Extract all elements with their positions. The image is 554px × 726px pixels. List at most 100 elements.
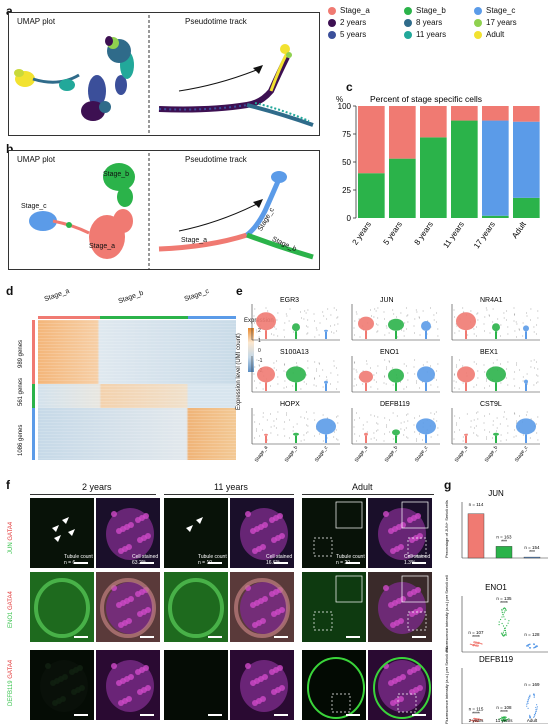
scatter-point (508, 718, 510, 720)
tubule-count-value: n = 6 (64, 560, 76, 566)
chart-c-bar-segment (389, 106, 416, 159)
panel-a: UMAP plot Pseudotime track (8, 12, 320, 136)
channel-label-row-1: JUN GATA4 (8, 521, 14, 554)
scatter-point (498, 718, 500, 720)
cell-stained-value: 63.2% (132, 560, 147, 566)
scatter-point (536, 645, 538, 647)
jun-bar (495, 546, 513, 559)
scatter-point (481, 643, 483, 645)
g-xtick-label: 2 years (469, 718, 485, 723)
scatter-point (500, 718, 502, 720)
cell-stained-label: Cell stained (132, 554, 159, 560)
violin-shape (492, 323, 500, 332)
violin-plot-s100a13: S100A13 (251, 349, 340, 393)
violin-xtick: Stage_b (384, 445, 400, 464)
violin-gene-label: CST9L (480, 401, 502, 408)
g-xtick-label: 11 years (496, 718, 514, 723)
jun-ylabel: Percentage of JUN+ Sertoli cells (444, 500, 449, 558)
chart-c-bar-segment (451, 106, 478, 121)
scatter-point (535, 709, 537, 711)
violin-shape (421, 321, 431, 331)
violin-shape (364, 432, 368, 436)
micrograph-tile: Cell stained 1.3% (368, 498, 432, 568)
chart-c-bar-segment (420, 137, 447, 218)
violin-gene-label: BEX1 (480, 349, 498, 356)
legend-swatch (404, 6, 412, 15)
scatter-point (503, 629, 505, 631)
violin-xtick: Stage_b (484, 445, 500, 464)
umap-label-stage-b: Stage_b (103, 171, 130, 178)
colorbar (248, 328, 254, 372)
legend-item: Stage_b (404, 6, 474, 15)
scatter-point (533, 716, 535, 718)
violin-plot-nr4a1: NR4A1 (451, 297, 540, 341)
legend-item: Stage_c (474, 6, 544, 15)
scatter-point (501, 718, 503, 720)
scatter-ylabel: Fluorescence intensity (a.u.) per Sertol… (444, 575, 449, 652)
scatter-point (500, 618, 502, 621)
track-age (158, 44, 314, 127)
chart-c-xtick-label: 11 years (441, 220, 466, 250)
chart-c-xtick-label: 2 years (351, 220, 373, 247)
scatter-point (501, 610, 503, 612)
scatter-point (501, 622, 503, 625)
scatter-point (501, 608, 503, 611)
violin-shape (457, 366, 475, 383)
violin-plot-jun: JUN (351, 297, 440, 341)
scatter-point (504, 718, 506, 720)
chart-c-bar-segment (358, 173, 385, 218)
violin-xtick: Stage_a (454, 445, 470, 464)
panel-a-umap-title: UMAP plot (17, 17, 56, 26)
cell-stained-label: Cell stained (266, 554, 293, 560)
scatter-point (480, 719, 482, 721)
scatter-point (477, 719, 479, 721)
scatter-n-label: n = 115 (469, 707, 484, 712)
scatter-point (526, 705, 528, 707)
violin-gene-label: JUN (380, 297, 394, 304)
legend-swatch (328, 18, 336, 27)
scatter-point (501, 716, 503, 718)
violin-shape (486, 366, 506, 383)
scatter-stars: **** (500, 601, 508, 607)
legend-label: 8 years (416, 18, 443, 27)
scatter-point (477, 643, 479, 645)
chart-c-ytick-label: 0 (347, 214, 352, 223)
violin-plot-defb119: DEFB119 Stage_a Stage_b Stage_c (351, 401, 440, 464)
legend-item: 5 years (328, 30, 404, 39)
chart-c-bar-segment (482, 106, 509, 121)
heatmap-rowbar-a (32, 320, 35, 384)
micrograph-tile (164, 572, 228, 642)
scatter-point (533, 643, 535, 646)
legend-item: Adult (474, 30, 544, 39)
umap-age-clusters (14, 36, 134, 121)
micrograph-tile: Tubule count n = 10 (164, 498, 228, 568)
scatter-point (475, 643, 477, 645)
panel-e-label: e (236, 284, 243, 298)
legend-item: 2 years (328, 18, 404, 27)
micrograph-tile (368, 572, 432, 642)
panel-b-label: b (6, 142, 14, 156)
legend-item: 17 years (474, 18, 544, 27)
scatter-point (529, 694, 531, 696)
scatter-point (527, 698, 529, 700)
scatter-stars: **** (472, 635, 480, 641)
scatter-point (475, 718, 477, 720)
legend-swatch (404, 18, 412, 27)
violin-shape (388, 368, 404, 383)
heatmap-bar-stage-a (38, 316, 100, 319)
chart-c-ytick-label: 50 (342, 158, 351, 167)
violin-plot-cst9l: CST9L Stage_a Stage_b Stage_c (451, 401, 540, 464)
legend-swatch (328, 30, 336, 39)
chart-c-bar-segment (482, 215, 509, 218)
scatter-point (480, 643, 482, 645)
chart-c-xtick-label: Adult (510, 219, 528, 240)
chart-c-ylabel: % (336, 95, 343, 104)
micrograph-tile: Tubule count n = 6 (30, 498, 94, 568)
scatter-n-label: n = 135 (496, 596, 512, 601)
violin-xtick: Stage_a (254, 445, 270, 464)
micrograph-tile (230, 650, 294, 720)
scatter-point (526, 701, 528, 703)
cell-stained-value: 16.6% (266, 560, 281, 566)
legend-label: Adult (486, 30, 505, 39)
scatter-point (504, 608, 507, 610)
